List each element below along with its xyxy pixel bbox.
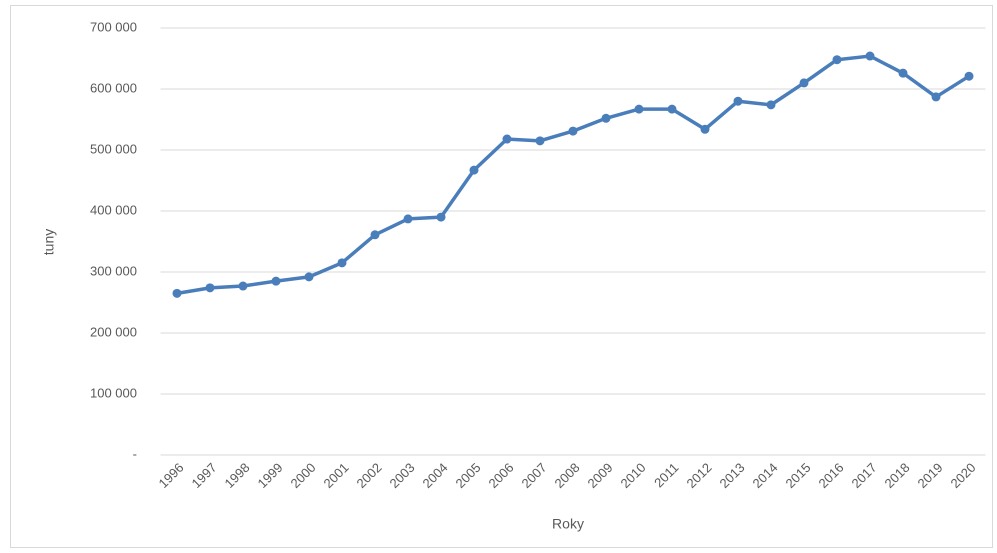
data-point (469, 165, 479, 175)
data-point (436, 212, 446, 222)
data-point (304, 272, 314, 282)
data-point (238, 281, 248, 291)
data-point (502, 134, 512, 144)
data-point (733, 96, 743, 106)
data-point (271, 276, 281, 286)
y-tick-label: 400 000 (90, 202, 137, 217)
data-point (865, 51, 875, 61)
y-tick-label: 200 000 (90, 324, 137, 339)
data-point (700, 124, 710, 134)
y-tick-label: 700 000 (90, 19, 137, 34)
data-point (766, 100, 776, 110)
data-point (931, 92, 941, 102)
y-axis-title: tuny (41, 229, 57, 255)
data-point (337, 258, 347, 268)
data-point (964, 71, 974, 81)
data-point (667, 104, 677, 114)
data-point (601, 113, 611, 123)
data-point (205, 283, 215, 293)
data-point (832, 55, 842, 65)
data-point (634, 104, 644, 114)
data-point (898, 68, 908, 78)
data-point (370, 230, 380, 240)
y-tick-label: - (133, 446, 137, 461)
y-tick-label: 100 000 (90, 385, 137, 400)
y-tick-label: 300 000 (90, 263, 137, 278)
data-point (568, 126, 578, 136)
data-point (172, 288, 182, 298)
y-tick-label: 500 000 (90, 141, 137, 156)
data-point (799, 78, 809, 88)
chart-frame (10, 5, 993, 548)
x-axis-title: Roky (552, 516, 584, 532)
y-tick-label: 600 000 (90, 80, 137, 95)
data-point (403, 214, 413, 224)
data-point (535, 136, 545, 146)
